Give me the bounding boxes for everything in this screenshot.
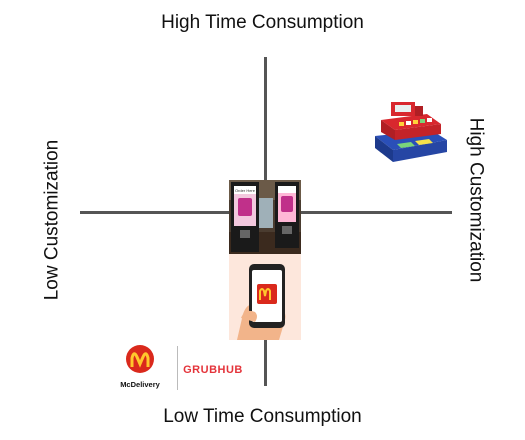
right-axis-label: High Customization	[465, 117, 487, 283]
kiosk-image: Order Here	[229, 180, 301, 254]
logo-divider	[177, 346, 178, 390]
left-axis-label: Low Customization	[41, 139, 63, 301]
kiosk-screen-text: Order Here	[235, 188, 256, 193]
grubhub-logo: GRUBHUB	[183, 364, 243, 376]
delivery-logos: McDelivery GRUBHUB	[110, 340, 250, 395]
vertical-axis-upper	[264, 57, 267, 181]
bottom-axis-label: Low Time Consumption	[163, 406, 362, 427]
mobile-app-image	[229, 254, 301, 340]
vertical-axis-lower	[264, 340, 267, 386]
horizontal-axis-left	[80, 211, 230, 214]
top-axis-label: High Time Consumption	[161, 12, 364, 33]
horizontal-axis-right	[300, 211, 452, 214]
cash-register-image	[371, 100, 451, 164]
mcdelivery-icon	[126, 345, 154, 373]
mcdelivery-label: McDelivery	[120, 380, 160, 389]
